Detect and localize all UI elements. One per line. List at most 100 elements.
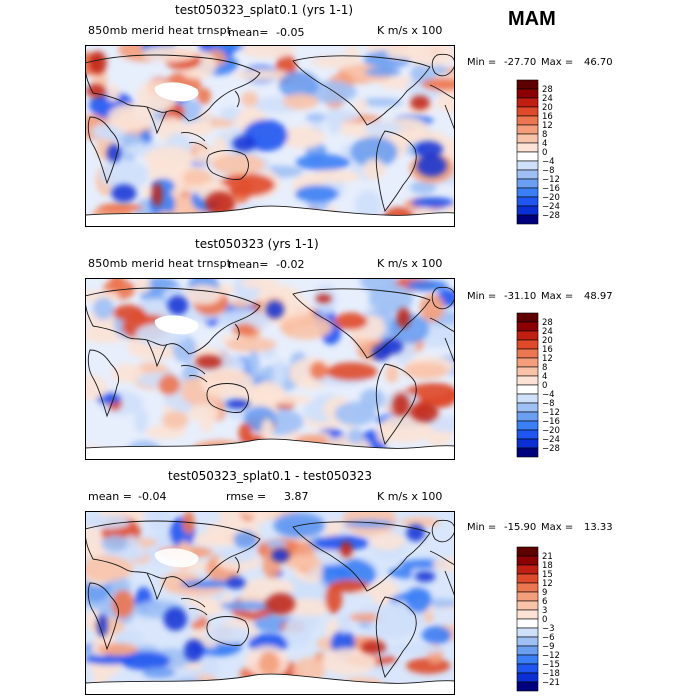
colorbar-swatch: [516, 402, 539, 413]
panel-3-rmse-label: rmse =: [226, 490, 267, 503]
colorbar-swatch: [516, 375, 539, 386]
colorbar-swatch: [516, 600, 539, 611]
contour-blob: [212, 45, 246, 52]
coastline: [87, 582, 120, 651]
world-map-icon: [85, 45, 455, 227]
contour-extreme: [360, 640, 386, 654]
panel-3-mean-label: mean =: [88, 490, 132, 503]
contour-blob: [410, 197, 455, 209]
contour-blob: [354, 190, 383, 221]
colorbar-swatch: [516, 88, 539, 99]
colorbar-tick-label: −8: [542, 399, 555, 409]
antarctica-mask: [85, 439, 455, 460]
contour-extreme: [410, 95, 430, 111]
panel-1-mean-label: mean=: [228, 26, 269, 39]
colorbar-swatch: [516, 214, 539, 225]
contour-extreme: [392, 393, 410, 416]
colorbar-tick-label: 28: [542, 318, 553, 328]
colorbar-swatch: [516, 645, 539, 656]
colorbar-tick-label: 12: [542, 354, 553, 364]
contour-blob: [241, 278, 278, 289]
contour-extreme: [266, 592, 296, 615]
colorbar-tick-label: 15: [542, 570, 553, 580]
contour-blob: [347, 428, 364, 445]
colorbar-swatch: [516, 330, 539, 341]
colorbar-swatch: [516, 160, 539, 171]
colorbar-tick-label: −20: [542, 426, 560, 436]
contour-blob: [283, 616, 312, 648]
colorbar-swatch: [516, 151, 539, 162]
panel-3-min-value: -15.90: [504, 522, 537, 533]
contour-extreme: [414, 141, 444, 158]
panel-3-max-label: Max =: [541, 522, 574, 533]
colorbar-swatch: [516, 196, 539, 207]
coastline: [146, 339, 168, 368]
colorbar-tick-label: −16: [542, 417, 560, 427]
contour-blob: [432, 557, 455, 572]
panel-2-max-value: 48.97: [584, 291, 613, 302]
panel-3-mean-value: -0.04: [138, 490, 167, 503]
contour-blob: [419, 293, 445, 323]
panel-3-title: test050323_splat0.1 - test050323: [167, 469, 372, 483]
colorbar-tick-label: 12: [542, 121, 553, 131]
contour-extreme: [86, 84, 106, 98]
colorbar-tick-label: 8: [542, 130, 547, 140]
colorbar-tick-label: 0: [542, 381, 547, 391]
contour-blob: [334, 401, 377, 426]
colorbar-swatch: [516, 205, 539, 216]
colorbar-tick-label: 8: [542, 363, 547, 373]
contour-extreme: [265, 300, 284, 319]
contour-blob: [409, 181, 437, 194]
contour-blob: [85, 555, 133, 582]
colorbar-swatch: [516, 609, 539, 620]
contour-blob: [321, 648, 377, 676]
colorbar-swatch: [516, 393, 539, 404]
contour-blob: [98, 203, 143, 213]
colorbar-tick-label: 3: [542, 606, 547, 616]
contour-extreme: [315, 294, 332, 303]
coastline: [375, 363, 417, 445]
colorbar-tick-label: −9: [542, 642, 555, 652]
panel-2-field: 850mb merid heat trnspt: [88, 257, 232, 270]
coastline: [85, 438, 455, 449]
colorbar-tick-label: 4: [542, 139, 547, 149]
contour-blob: [204, 625, 252, 644]
panel-1-mean-value: -0.05: [276, 26, 305, 39]
contour-blob: [99, 159, 149, 190]
contour-blob: [401, 516, 440, 528]
contour-blob: [327, 107, 343, 135]
panel-2-mean-label: mean=: [228, 258, 269, 271]
colorbar-swatch: [516, 142, 539, 153]
contour-blob: [93, 297, 114, 320]
contour-blob: [380, 413, 432, 443]
colorbar-swatch: [516, 357, 539, 368]
panel-1-min-label: Min =: [467, 57, 497, 68]
contour-blob: [315, 535, 369, 551]
panel-1-units: K m/s x 100: [377, 24, 443, 37]
colorbar-swatch: [516, 636, 539, 647]
colorbar-swatch: [516, 124, 539, 135]
contour-extreme: [152, 182, 163, 207]
contour-blob: [431, 330, 455, 340]
contour-blob: [405, 45, 455, 67]
colorbar-tick-label: −24: [542, 435, 560, 445]
contour-extreme: [340, 541, 353, 558]
panel-2-title: test050323 (yrs 1-1): [195, 237, 319, 251]
panel-3-units: K m/s x 100: [377, 490, 443, 503]
colorbar-swatch: [516, 115, 539, 126]
coastline: [206, 383, 249, 413]
colorbar-tick-label: −28: [542, 211, 560, 221]
contour-blob: [385, 117, 429, 141]
contour-blob: [142, 45, 197, 63]
map-frame: [85, 45, 455, 227]
contour-blob: [311, 55, 362, 69]
contour-extreme: [410, 402, 439, 422]
colorbar-tick-label: 21: [542, 552, 553, 562]
colorbar-tick-label: 12: [542, 579, 553, 589]
colorbar-tick-label: −4: [542, 157, 555, 167]
contour-blob: [405, 586, 432, 613]
contour-blob: [359, 97, 404, 107]
contour-extreme: [111, 184, 137, 203]
